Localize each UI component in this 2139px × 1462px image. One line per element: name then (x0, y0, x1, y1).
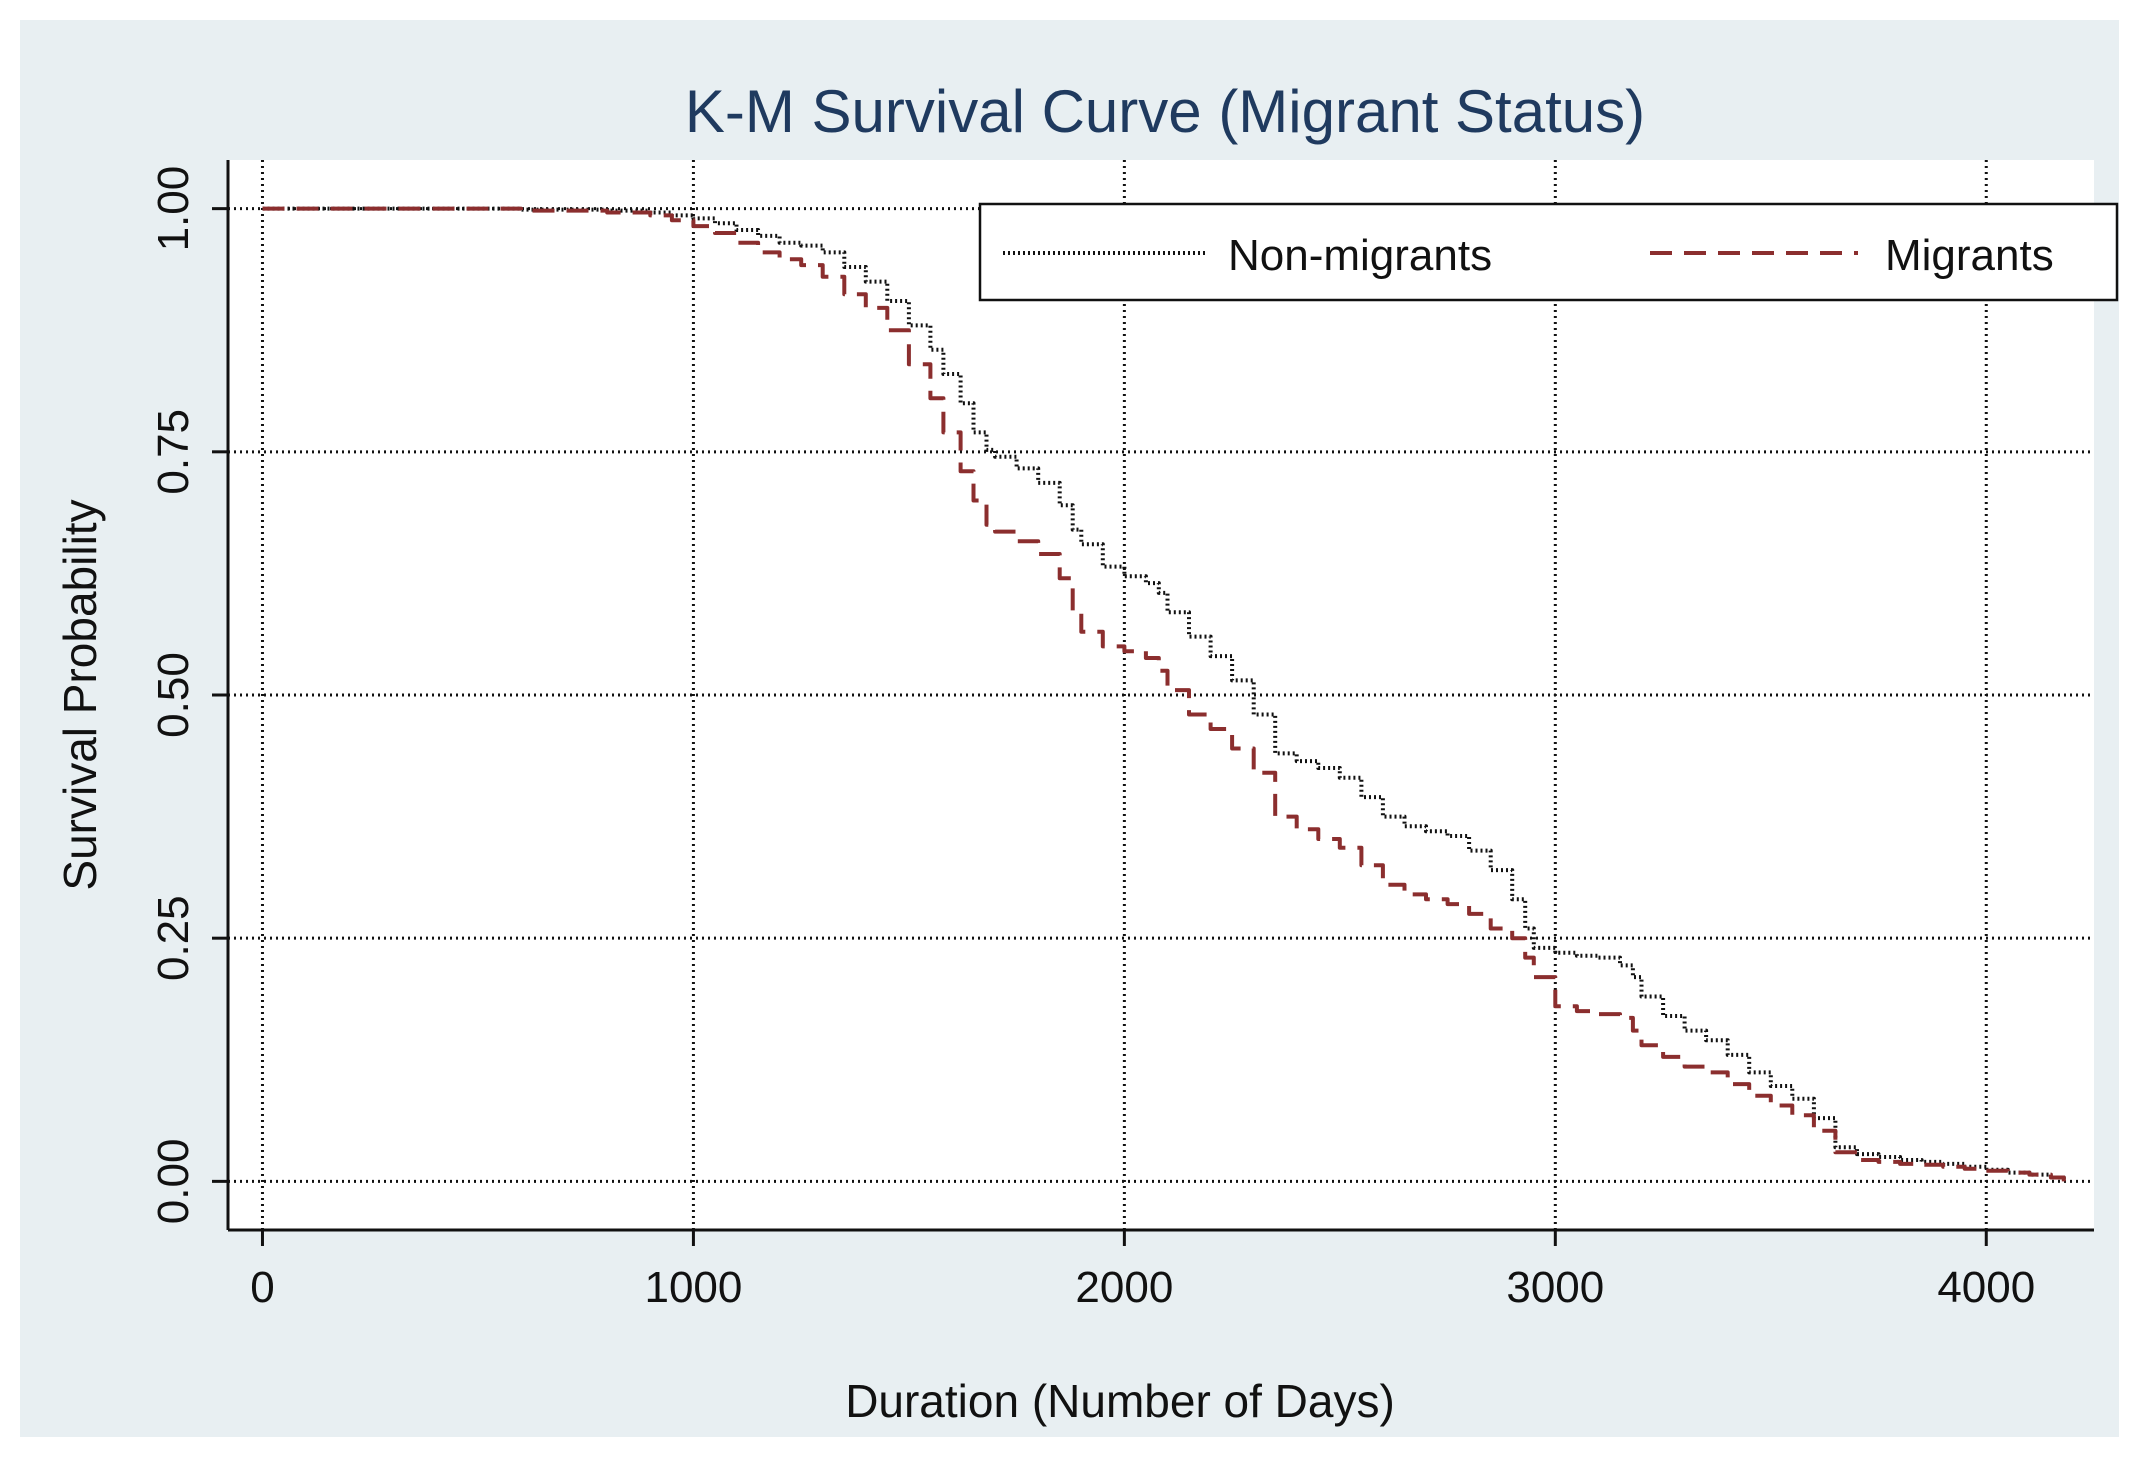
x-tick-label-0: 0 (250, 1263, 274, 1312)
x-axis-label: Duration (Number of Days) (845, 1375, 1395, 1427)
axes: 0 1000 2000 3000 4000 0.00 0.25 0.50 0.75 1.00 (149, 160, 2094, 1312)
x-tick-label-3000: 3000 (1506, 1263, 1604, 1312)
x-tick-label-2000: 2000 (1075, 1263, 1173, 1312)
series-line-migrants (262, 206, 2066, 1182)
plot-area (228, 160, 2094, 1230)
y-axis-label: Survival Probability (54, 499, 106, 890)
y-tick-label-1: 1.00 (149, 166, 198, 252)
legend: Non-migrants Migrants (978, 202, 2119, 302)
y-tick-label-0: 0.00 (149, 1139, 198, 1225)
x-tick-label-1000: 1000 (644, 1263, 742, 1312)
y-tick-label-0.5: 0.50 (149, 652, 198, 738)
series-line-non-migrants (262, 206, 2066, 1182)
x-tick-label-4000: 4000 (1937, 1263, 2035, 1312)
legend-label-non-migrants: Non-migrants (1228, 231, 1492, 280)
legend-label-migrants: Migrants (1885, 231, 2054, 280)
series-layer (262, 206, 2066, 1182)
y-tick-label-0.25: 0.25 (149, 895, 198, 981)
y-tick-label-0.75: 0.75 (149, 409, 198, 495)
chart-title: K-M Survival Curve (Migrant Status) (685, 78, 1645, 145)
